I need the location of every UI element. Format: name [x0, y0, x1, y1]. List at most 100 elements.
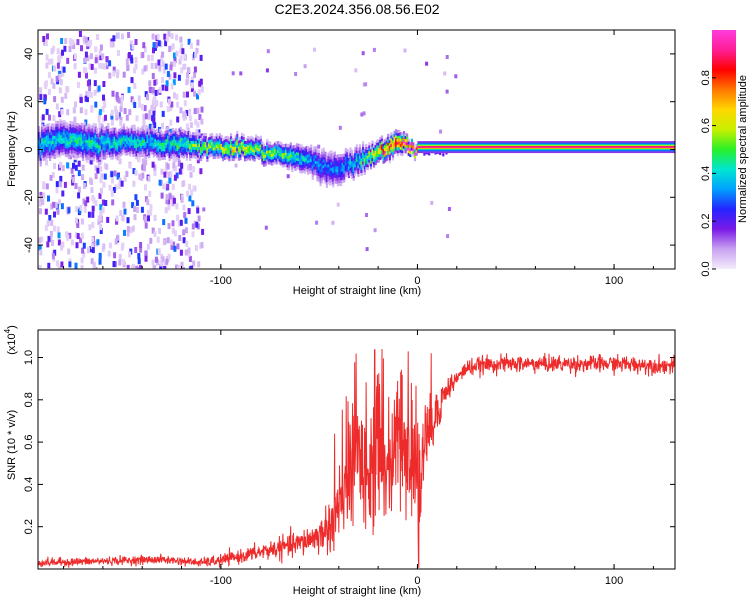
noise-cell [165, 258, 169, 265]
ridge-cell [277, 141, 280, 145]
noise-cell [198, 114, 202, 121]
ridge-cell [66, 151, 69, 155]
ridge-cell [93, 141, 96, 145]
ridge-cell [212, 144, 215, 148]
noise-cell [47, 58, 51, 65]
noise-cell [165, 35, 169, 42]
ridge-cell [182, 155, 185, 159]
noise-cell [180, 196, 184, 203]
ridge-cell [338, 174, 341, 178]
ridge-cell [288, 158, 291, 162]
noise-cell [141, 52, 145, 58]
noise-cell [200, 86, 204, 93]
noise-cell [178, 235, 182, 241]
noise-cell [190, 76, 194, 83]
ridge-cell [327, 175, 330, 179]
ridge-cell [71, 121, 74, 125]
ridge-cell [226, 150, 229, 154]
noise-cell [372, 47, 376, 52]
noise-cell [121, 33, 124, 40]
ridge-cell [47, 126, 50, 130]
ridge-cell [236, 147, 239, 152]
ridge-cell [173, 135, 176, 140]
ridge-cell [94, 123, 97, 127]
noise-cell [61, 49, 64, 56]
ridge-cell [149, 131, 152, 135]
ridge-cell [53, 127, 56, 131]
ridge-cell [380, 141, 384, 145]
ridge-cell [398, 141, 401, 145]
ridge-cell [377, 145, 380, 149]
ridge-cell [215, 133, 218, 137]
ridge-cell [181, 151, 184, 155]
noise-cell [152, 47, 155, 54]
noise-cell [182, 237, 186, 244]
ridge-cell [442, 153, 445, 157]
ridge-cell [203, 133, 206, 137]
ridge-cell [104, 135, 107, 139]
ridge-cell [264, 148, 267, 152]
ridge-cell [275, 155, 278, 159]
ridge-cell [321, 154, 324, 158]
ridge-cell [111, 147, 115, 151]
ridge-cell [267, 161, 270, 165]
ridge-cell [137, 126, 140, 131]
ridge-cell [236, 130, 239, 134]
ridge-cell [215, 142, 218, 146]
ridge-cell [319, 183, 322, 187]
ridge-cell [357, 147, 360, 151]
ridge-cell [201, 152, 204, 156]
ridge-cell [333, 163, 336, 167]
ridge-cell [115, 144, 118, 148]
ridge-cell [83, 136, 86, 140]
ridge-cell [77, 146, 80, 150]
ridge-cell [127, 148, 130, 152]
ridge-cell [388, 151, 391, 155]
ridge-cell [305, 166, 308, 170]
noise-cell [160, 168, 164, 175]
noise-cell [75, 206, 79, 212]
noise-cell [173, 92, 176, 99]
ridge-cell [351, 166, 354, 170]
ridge-cell [126, 126, 129, 130]
ridge-cell [119, 153, 122, 157]
ridge-cell [162, 147, 165, 152]
ridge-cell [307, 151, 310, 155]
ridge-cell [203, 138, 206, 142]
noise-cell [134, 39, 138, 45]
ridge-cell [102, 127, 105, 131]
ridge-cell [355, 144, 358, 148]
ridge-cell [198, 135, 201, 139]
ridge-cell [398, 149, 401, 154]
ridge-cell [178, 154, 181, 158]
ridge-cell [178, 131, 181, 135]
ridge-cell [189, 151, 192, 156]
noise-cell [90, 63, 94, 70]
noise-cell [97, 116, 101, 123]
noise-cell [60, 203, 64, 210]
ridge-cell [374, 147, 377, 151]
ridge-cell [335, 157, 338, 161]
noise-cell [74, 164, 78, 171]
ridge-cell [333, 174, 336, 178]
ridge-cell [374, 153, 377, 157]
ridge-cell [390, 152, 393, 156]
noise-cell [126, 226, 130, 232]
snr-x-axis-label: Height of straight line (km) [293, 585, 421, 597]
ridge-cell [308, 170, 311, 174]
ridge-cell [96, 136, 99, 140]
noise-cell [74, 183, 78, 189]
ridge-cell [360, 155, 363, 159]
noise-cell [92, 266, 96, 269]
ridge-cell [318, 167, 321, 171]
ridge-cell [89, 137, 93, 141]
ridge-cell [329, 165, 332, 169]
ridge-cell [360, 163, 363, 168]
noise-cell [177, 74, 181, 81]
ridge-cell [60, 132, 63, 136]
ridge-cell [352, 163, 355, 167]
ridge-cell [47, 137, 50, 142]
noise-cell [111, 90, 115, 97]
ridge-cell [231, 143, 234, 147]
noise-cell [50, 48, 54, 55]
